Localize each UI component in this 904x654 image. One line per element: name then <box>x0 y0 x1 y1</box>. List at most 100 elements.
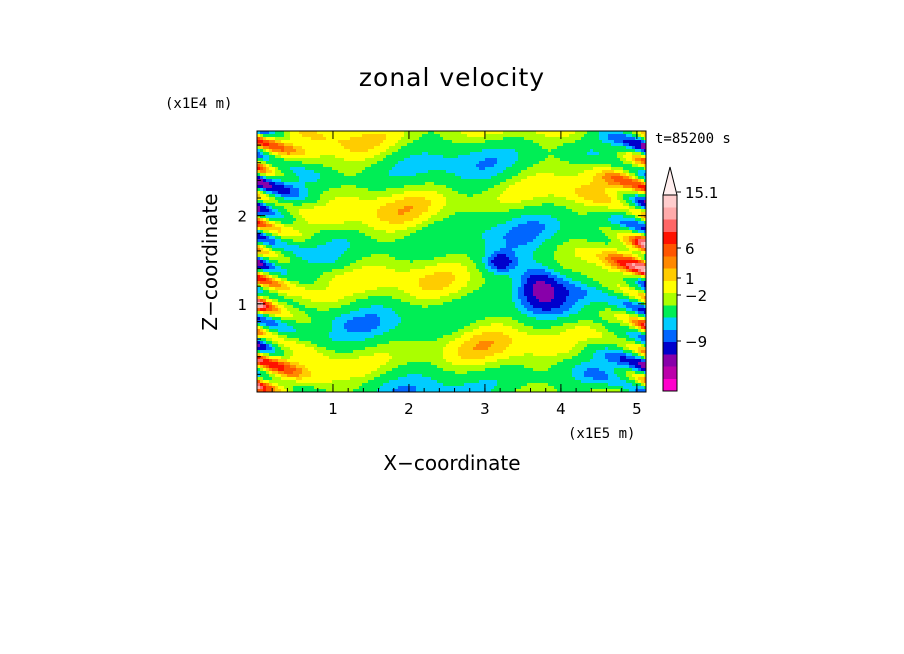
field-cell <box>494 149 498 153</box>
field-cell <box>596 191 600 195</box>
field-cell <box>485 218 489 222</box>
field-cell <box>500 170 504 174</box>
field-cell <box>608 137 612 141</box>
field-cell <box>482 200 486 204</box>
field-cell <box>467 167 471 171</box>
field-cell <box>359 176 363 180</box>
field-cell <box>632 224 636 228</box>
field-cell <box>320 179 324 183</box>
field-cell <box>542 242 546 246</box>
field-cell <box>530 203 534 207</box>
field-cell <box>512 131 516 135</box>
field-cell <box>293 221 297 225</box>
field-cell <box>476 164 480 168</box>
field-cell <box>524 206 528 210</box>
field-cell <box>632 185 636 189</box>
field-cell <box>353 230 357 234</box>
field-cell <box>512 161 516 165</box>
field-cell <box>551 197 555 201</box>
field-cell <box>278 188 282 192</box>
field-cell <box>308 191 312 195</box>
field-cell <box>620 212 624 216</box>
field-cell <box>548 179 552 183</box>
field-cell <box>275 215 279 219</box>
field-cell <box>560 218 564 222</box>
field-cell <box>257 242 261 246</box>
field-cell <box>491 194 495 198</box>
field-cell <box>368 170 372 174</box>
field-cell <box>293 176 297 180</box>
field-cell <box>644 140 646 144</box>
field-cell <box>410 239 414 243</box>
field-cell <box>623 227 627 231</box>
field-cell <box>308 227 312 231</box>
field-cell <box>548 164 552 168</box>
field-cell <box>410 197 414 201</box>
field-cell <box>437 203 441 207</box>
field-cell <box>410 242 414 246</box>
field-cell <box>350 161 354 165</box>
field-cell <box>608 143 612 147</box>
field-cell <box>419 188 423 192</box>
field-cell <box>314 179 318 183</box>
field-cell <box>593 182 597 186</box>
field-cell <box>347 182 351 186</box>
field-cell <box>290 242 294 246</box>
field-cell <box>635 161 639 165</box>
field-cell <box>326 167 330 171</box>
field-cell <box>590 236 594 240</box>
field-cell <box>620 164 624 168</box>
field-cell <box>524 197 528 201</box>
field-cell <box>389 140 393 144</box>
field-cell <box>353 170 357 174</box>
field-cell <box>488 146 492 150</box>
field-cell <box>626 134 630 138</box>
field-cell <box>311 149 315 153</box>
field-cell <box>392 188 396 192</box>
field-cell <box>554 185 558 189</box>
field-cell <box>515 167 519 171</box>
field-cell <box>557 149 561 153</box>
field-cell <box>419 227 423 231</box>
field-cell <box>455 185 459 189</box>
field-cell <box>497 209 501 213</box>
field-cell <box>572 188 576 192</box>
field-cell <box>638 197 642 201</box>
field-cell <box>341 233 345 237</box>
field-cell <box>482 221 486 225</box>
field-cell <box>590 224 594 228</box>
field-cell <box>422 155 426 159</box>
field-cell <box>503 194 507 198</box>
field-cell <box>431 167 435 171</box>
field-cell <box>518 170 522 174</box>
field-cell <box>347 158 351 162</box>
field-cell <box>314 209 318 213</box>
field-cell <box>419 221 423 225</box>
field-cell <box>302 230 306 234</box>
field-cell <box>326 221 330 225</box>
field-cell <box>569 212 573 216</box>
field-cell <box>269 149 273 153</box>
field-cell <box>362 140 366 144</box>
field-cell <box>587 224 591 228</box>
field-cell <box>335 179 339 183</box>
field-cell <box>368 185 372 189</box>
field-cell <box>428 143 432 147</box>
field-cell <box>605 170 609 174</box>
field-cell <box>545 137 549 141</box>
field-cell <box>629 200 633 204</box>
field-cell <box>266 221 270 225</box>
field-cell <box>374 236 378 240</box>
field-cell <box>311 206 315 210</box>
field-cell <box>380 230 384 234</box>
field-cell <box>269 152 273 156</box>
field-cell <box>323 194 327 198</box>
field-cell <box>326 215 330 219</box>
field-cell <box>464 164 468 168</box>
field-cell <box>548 167 552 171</box>
field-cell <box>503 167 507 171</box>
field-cell <box>563 161 567 165</box>
field-cell <box>485 242 489 246</box>
field-cell <box>551 143 555 147</box>
field-cell <box>353 164 357 168</box>
